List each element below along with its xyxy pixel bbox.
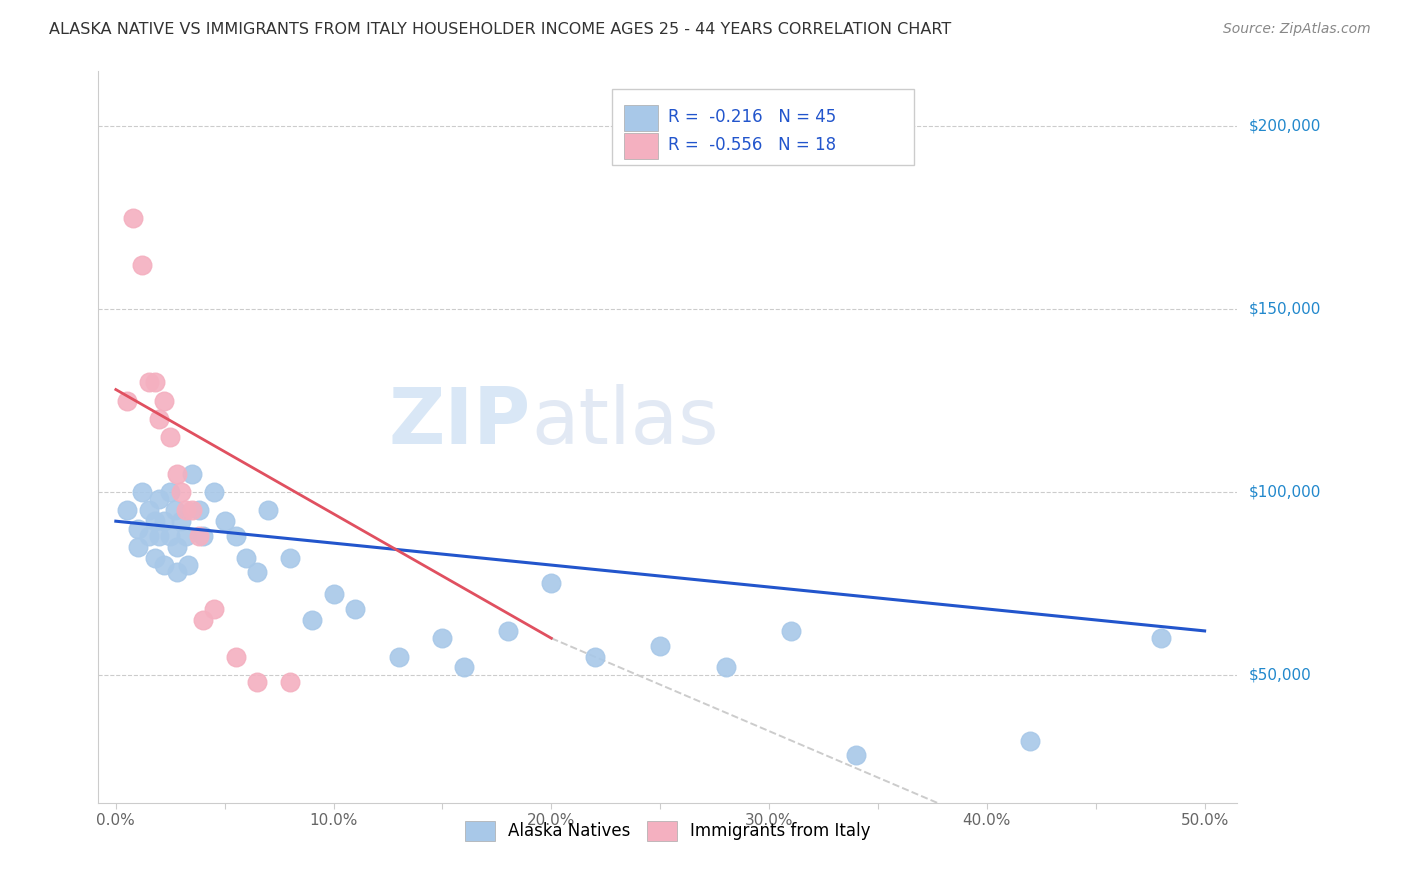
Point: [176, 558, 198, 573]
Point: [301, 613, 323, 627]
Point: [780, 624, 803, 638]
Point: [159, 430, 181, 444]
Point: [1019, 733, 1042, 747]
Point: [278, 550, 301, 565]
Point: [148, 411, 170, 425]
Point: [170, 514, 193, 528]
Point: [131, 258, 153, 272]
Point: [152, 393, 174, 408]
Point: [115, 393, 138, 408]
Point: [181, 503, 204, 517]
Point: [650, 639, 672, 653]
Text: $50,000: $50,000: [1249, 667, 1312, 682]
Point: [432, 632, 454, 646]
Point: [453, 660, 475, 674]
Point: [159, 484, 181, 499]
Point: [496, 624, 519, 638]
Point: [540, 576, 562, 591]
Point: [138, 503, 160, 517]
Point: [214, 514, 236, 528]
Text: $200,000: $200,000: [1249, 119, 1320, 134]
Point: [202, 484, 225, 499]
Text: ZIP: ZIP: [389, 384, 531, 460]
Point: [170, 484, 193, 499]
Text: ALASKA NATIVE VS IMMIGRANTS FROM ITALY HOUSEHOLDER INCOME AGES 25 - 44 YEARS COR: ALASKA NATIVE VS IMMIGRANTS FROM ITALY H…: [49, 22, 952, 37]
Point: [138, 375, 160, 389]
Point: [152, 514, 174, 528]
Point: [166, 540, 188, 554]
Point: [257, 503, 280, 517]
Point: [115, 503, 138, 517]
Point: [187, 503, 209, 517]
Point: [181, 467, 204, 481]
Point: [246, 566, 269, 580]
Point: [166, 566, 188, 580]
Point: [714, 660, 737, 674]
Point: [344, 602, 367, 616]
Point: [122, 211, 145, 225]
Text: R =  -0.556   N = 18: R = -0.556 N = 18: [668, 136, 837, 153]
Point: [845, 748, 868, 763]
Text: $150,000: $150,000: [1249, 301, 1320, 317]
Text: atlas: atlas: [531, 384, 718, 460]
Point: [166, 467, 188, 481]
Point: [322, 587, 344, 601]
Point: [138, 529, 160, 543]
Point: [159, 529, 181, 543]
Point: [148, 529, 170, 543]
Text: Source: ZipAtlas.com: Source: ZipAtlas.com: [1223, 22, 1371, 37]
Point: [191, 613, 214, 627]
Text: $100,000: $100,000: [1249, 484, 1320, 500]
Point: [163, 503, 186, 517]
Point: [143, 550, 166, 565]
Point: [235, 550, 257, 565]
Point: [152, 558, 174, 573]
Point: [388, 649, 411, 664]
Point: [278, 675, 301, 690]
Point: [191, 529, 214, 543]
Point: [131, 484, 153, 499]
Legend: Alaska Natives, Immigrants from Italy: Alaska Natives, Immigrants from Italy: [457, 813, 879, 849]
Point: [127, 540, 149, 554]
Point: [187, 529, 209, 543]
Point: [143, 375, 166, 389]
Point: [225, 529, 247, 543]
Point: [127, 521, 149, 535]
Point: [174, 503, 197, 517]
Point: [1150, 632, 1173, 646]
Point: [246, 675, 269, 690]
Point: [583, 649, 606, 664]
Text: R =  -0.216   N = 45: R = -0.216 N = 45: [668, 108, 837, 127]
Point: [202, 602, 225, 616]
Point: [225, 649, 247, 664]
Point: [174, 529, 197, 543]
Point: [148, 492, 170, 507]
Point: [143, 514, 166, 528]
